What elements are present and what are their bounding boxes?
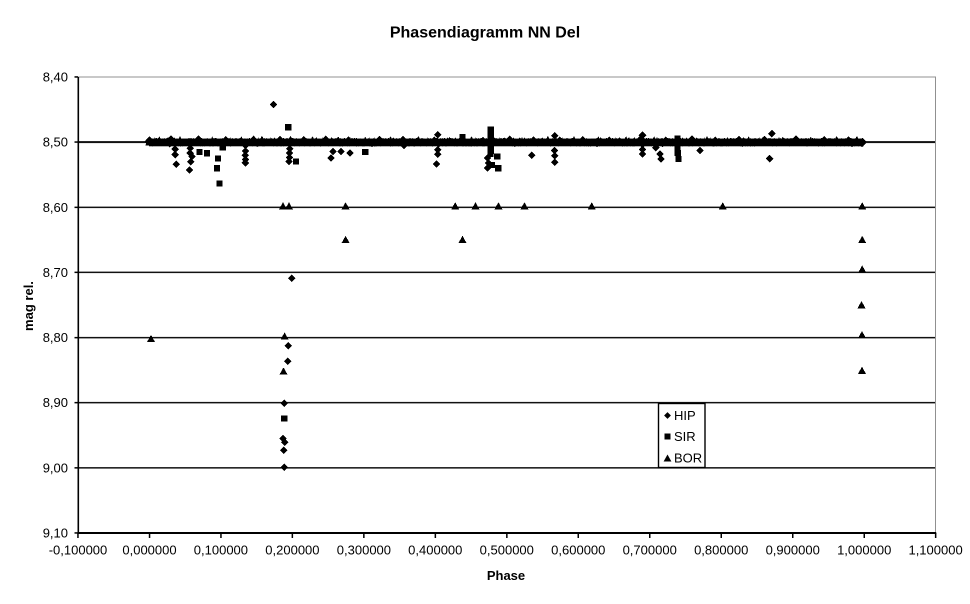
svg-text:0,400000: 0,400000	[408, 543, 462, 558]
svg-text:9,00: 9,00	[43, 460, 68, 475]
svg-text:Phase: Phase	[487, 568, 525, 583]
svg-text:-0,100000: -0,100000	[49, 543, 108, 558]
svg-text:0,200000: 0,200000	[265, 543, 319, 558]
svg-text:BOR: BOR	[674, 451, 702, 466]
svg-text:8,70: 8,70	[43, 265, 68, 280]
svg-text:9,10: 9,10	[43, 526, 68, 541]
svg-text:8,90: 8,90	[43, 395, 68, 410]
svg-text:0,700000: 0,700000	[623, 543, 677, 558]
svg-text:SIR: SIR	[674, 429, 696, 444]
svg-text:0,900000: 0,900000	[766, 543, 820, 558]
svg-text:0,300000: 0,300000	[337, 543, 391, 558]
svg-text:0,100000: 0,100000	[194, 543, 248, 558]
svg-text:HIP: HIP	[674, 408, 696, 423]
svg-text:mag rel.: mag rel.	[21, 281, 36, 331]
svg-text:0,500000: 0,500000	[480, 543, 534, 558]
svg-text:0,800000: 0,800000	[694, 543, 748, 558]
svg-text:8,80: 8,80	[43, 330, 68, 345]
svg-text:8,50: 8,50	[43, 135, 68, 150]
svg-text:8,60: 8,60	[43, 200, 68, 215]
svg-text:8,40: 8,40	[43, 70, 68, 85]
svg-text:0,600000: 0,600000	[551, 543, 605, 558]
svg-text:1,000000: 1,000000	[837, 543, 891, 558]
svg-text:0,000000: 0,000000	[122, 543, 176, 558]
svg-text:Phasendiagramm NN Del: Phasendiagramm NN Del	[390, 25, 580, 42]
svg-text:1,100000: 1,100000	[908, 543, 962, 558]
